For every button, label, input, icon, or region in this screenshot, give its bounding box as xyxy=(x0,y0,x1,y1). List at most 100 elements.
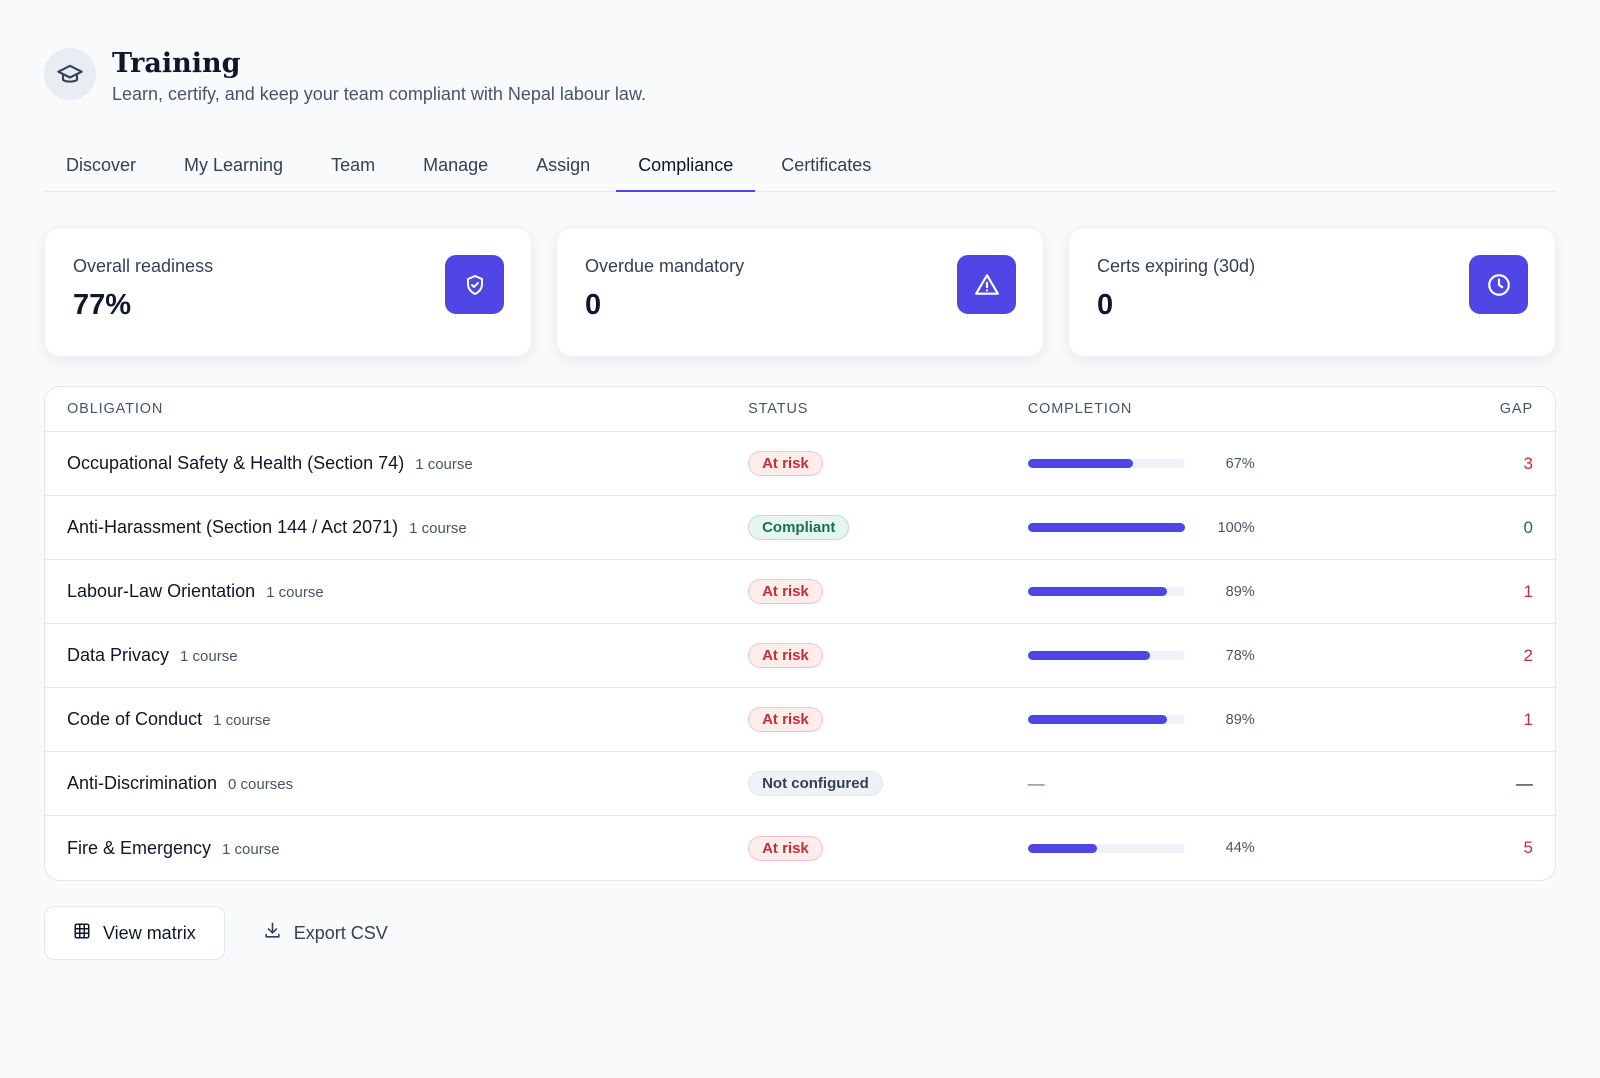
completion-progress-bar xyxy=(1027,523,1185,532)
stat-label: Certs expiring (30d) xyxy=(1097,256,1256,276)
completion-progress-bar xyxy=(1027,651,1185,660)
view-matrix-button[interactable]: View matrix xyxy=(44,906,225,960)
view-matrix-label: View matrix xyxy=(103,922,196,943)
completion-progress-fill xyxy=(1027,843,1097,853)
completion-cell: 78% xyxy=(1027,647,1467,664)
table-body: Occupational Safety & Health (Section 74… xyxy=(45,432,1555,880)
warning-triangle-icon xyxy=(957,255,1016,314)
status-cell: Not configured xyxy=(748,771,1028,796)
completion-cell: 67% xyxy=(1027,456,1467,472)
course-count: 1 course xyxy=(222,840,280,858)
tab-compliance[interactable]: Compliance xyxy=(616,138,756,192)
shield-check-icon xyxy=(445,255,504,314)
course-count: 0 courses xyxy=(228,776,294,793)
course-count: 1 course xyxy=(266,584,324,601)
tab-assign[interactable]: Assign xyxy=(536,155,591,175)
completion-percent: 89% xyxy=(1225,711,1255,728)
obligation-name: Anti-Discrimination xyxy=(67,773,218,793)
table-row[interactable]: Labour-Law Orientation 1 course At risk 89%… xyxy=(45,560,1555,624)
completion-progress-bar xyxy=(1027,459,1185,468)
obligation-name: Fire & Emergency xyxy=(67,837,212,858)
stat-card-certs-expiring: Certs expiring (30d) 0 xyxy=(1068,227,1556,357)
status-badge: At risk xyxy=(748,707,823,732)
table-row[interactable]: Occupational Safety & Health (Section 74… xyxy=(45,432,1555,496)
completion-percent: 44% xyxy=(1225,840,1255,856)
completion-cell: — xyxy=(1028,774,1467,794)
gap-value: 3 xyxy=(1523,453,1534,473)
tab-my-learning[interactable]: My Learning xyxy=(184,155,284,175)
download-icon xyxy=(263,921,282,945)
graduation-cap-icon xyxy=(44,48,96,100)
tab-bar: Discover My Learning Team Manage Assign … xyxy=(44,138,1556,192)
tab-team[interactable]: Team xyxy=(331,155,376,175)
obligation-cell: Anti-Discrimination 0 courses xyxy=(45,773,748,794)
status-badge: At risk xyxy=(748,643,823,668)
table-row[interactable]: Code of Conduct 1 course At risk 89% 1 xyxy=(45,688,1555,752)
stat-value: 0 xyxy=(1097,289,1114,321)
completion-progress-bar xyxy=(1027,715,1185,724)
status-cell: At risk xyxy=(748,835,1028,861)
table-row[interactable]: Fire & Emergency 1 course At risk 44% 5 xyxy=(45,816,1555,880)
status-cell: Compliant xyxy=(748,515,1028,540)
stat-cards: Overall readiness 77% Overdue mandatory … xyxy=(44,227,1556,357)
completion-cell: 89% xyxy=(1027,711,1467,728)
status-badge: Not configured xyxy=(748,771,883,796)
column-header-status: STATUS xyxy=(748,401,809,417)
completion-empty: — xyxy=(1027,773,1045,793)
obligation-cell: Labour-Law Orientation 1 course xyxy=(45,581,748,602)
tab-manage[interactable]: Manage xyxy=(423,155,489,175)
course-count: 1 course xyxy=(415,456,473,473)
tab-discover[interactable]: Discover xyxy=(66,155,137,175)
course-count: 1 course xyxy=(409,520,467,537)
grid-icon xyxy=(73,922,91,945)
clock-icon xyxy=(1469,255,1528,314)
gap-value: 5 xyxy=(1523,838,1534,857)
completion-percent: 100% xyxy=(1217,519,1255,536)
stat-value: 77% xyxy=(73,289,132,321)
table-row[interactable]: Anti-Discrimination 0 courses Not configur… xyxy=(45,752,1555,816)
completion-progress-fill xyxy=(1027,587,1168,596)
tab-certificates[interactable]: Certificates xyxy=(781,155,872,175)
completion-progress-bar xyxy=(1027,587,1185,596)
completion-cell: 100% xyxy=(1027,519,1467,536)
table-header: OBLIGATION STATUS COMPLETION GAP xyxy=(45,387,1555,432)
status-badge: Compliant xyxy=(748,515,850,540)
gap-value: 0 xyxy=(1523,517,1534,537)
obligation-cell: Fire & Emergency 1 course xyxy=(45,838,748,859)
completion-percent: 78% xyxy=(1225,647,1255,664)
completion-cell: 89% xyxy=(1027,583,1467,600)
gap-value: 1 xyxy=(1523,709,1534,729)
completion-progress-bar xyxy=(1027,843,1185,853)
gap-value: 2 xyxy=(1523,645,1534,665)
table-actions: View matrix Export CSV xyxy=(44,906,416,960)
completion-progress-fill xyxy=(1027,715,1168,724)
status-cell: At risk xyxy=(748,451,1028,476)
obligation-name: Occupational Safety & Health (Section 74… xyxy=(67,453,405,473)
completion-percent: 89% xyxy=(1225,583,1255,600)
gap-value: — xyxy=(1516,773,1534,793)
status-badge: At risk xyxy=(748,451,823,476)
page-subtitle: Learn, certify, and keep your team compl… xyxy=(112,84,646,104)
status-cell: At risk xyxy=(748,579,1028,604)
table-row[interactable]: Data Privacy 1 course At risk 78% 2 xyxy=(45,624,1555,688)
column-header-obligation: OBLIGATION xyxy=(67,401,164,417)
stat-label: Overall readiness xyxy=(73,256,214,276)
obligation-cell: Anti-Harassment (Section 144 / Act 2071)… xyxy=(45,517,748,538)
completion-progress-fill xyxy=(1027,651,1151,660)
course-count: 1 course xyxy=(213,712,271,729)
export-csv-button[interactable]: Export CSV xyxy=(235,906,416,960)
column-header-gap: GAP xyxy=(1499,401,1534,417)
obligation-name: Labour-Law Orientation xyxy=(67,581,256,601)
obligation-cell: Occupational Safety & Health (Section 74… xyxy=(45,453,748,474)
obligation-cell: Data Privacy 1 course xyxy=(45,645,748,666)
completion-progress-fill xyxy=(1027,459,1133,468)
status-badge: At risk xyxy=(748,579,823,604)
obligation-name: Anti-Harassment (Section 144 / Act 2071) xyxy=(67,517,399,537)
compliance-table: OBLIGATION STATUS COMPLETION GAP Occupat… xyxy=(44,386,1556,881)
obligation-cell: Code of Conduct 1 course xyxy=(45,709,748,730)
completion-progress-fill xyxy=(1027,523,1185,532)
stat-card-readiness: Overall readiness 77% xyxy=(44,227,532,357)
page-title: Training xyxy=(112,48,241,79)
obligation-name: Code of Conduct xyxy=(67,709,203,729)
table-row[interactable]: Anti-Harassment (Section 144 / Act 2071)… xyxy=(45,496,1555,560)
